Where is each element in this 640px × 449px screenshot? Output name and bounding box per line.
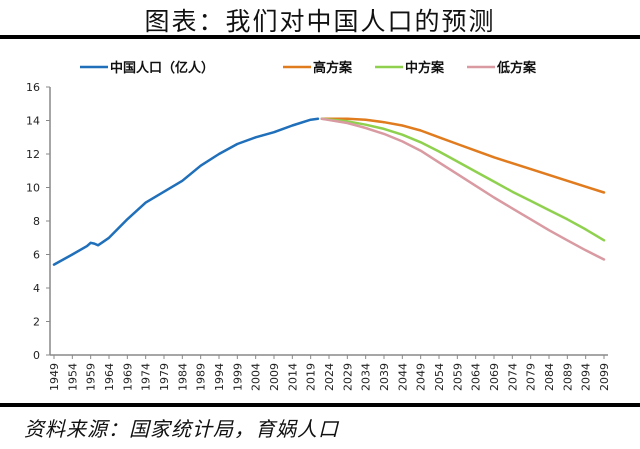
x-tick-label: 2074 [506,363,519,391]
x-tick-label: 1994 [213,363,226,391]
x-tick-label: 2014 [286,363,299,391]
x-tick-label: 2094 [580,363,593,391]
x-tick-label: 1949 [48,363,61,391]
x-tick-label: 2039 [378,363,391,391]
y-tick-label: 8 [33,215,40,228]
series-line-0 [52,117,320,266]
x-tick-label: 2024 [323,363,336,391]
y-tick-label: 16 [26,81,40,94]
y-tick-label: 14 [26,115,40,128]
x-tick-label: 2054 [433,363,446,391]
y-tick-label: 0 [33,349,40,362]
x-tick-label: 2059 [451,363,464,391]
x-tick-label: 1984 [176,363,189,391]
title-divider [0,35,640,39]
source-note: 资料来源：国家统计局，育娲人口 [24,417,339,441]
source-divider [0,403,640,407]
x-tick-label: 1959 [85,363,98,391]
legend-label-3: 低方案 [496,60,537,76]
x-tick-label: 1999 [231,363,244,391]
x-tick-label: 1969 [121,363,134,391]
x-tick-label: 2019 [305,363,318,391]
series-line-1 [320,117,606,194]
x-tick-label: 1979 [158,363,171,391]
x-tick-label: 2044 [396,363,409,391]
x-tick-label: 2009 [268,363,281,391]
x-tick-label: 2079 [525,363,538,391]
x-tick-label: 1989 [195,363,208,391]
y-tick-label: 2 [33,316,40,329]
x-tick-label: 2049 [415,363,428,391]
x-tick-label: 2034 [360,363,373,391]
series-line-2 [320,117,606,242]
chart-title: 图表：我们对中国人口的预测 [144,7,496,36]
x-tick-label: 2004 [250,363,263,391]
legend-label-2: 中方案 [405,60,445,76]
x-tick-label: 1974 [140,363,153,391]
series-line-3 [320,117,606,261]
x-tick-label: 2029 [341,363,354,391]
y-tick-label: 10 [26,182,40,195]
x-tick-label: 1964 [103,363,116,391]
y-tick-label: 4 [33,282,40,295]
y-tick-label: 12 [26,148,40,161]
legend-label-1: 高方案 [313,60,353,76]
x-tick-label: 2084 [543,363,556,391]
x-tick-label: 2099 [598,363,611,391]
x-tick-label: 2064 [470,363,483,391]
x-tick-label: 2069 [488,363,501,391]
y-tick-label: 6 [33,249,40,262]
legend-label-0: 中国人口（亿人） [110,60,214,76]
x-tick-label: 2089 [561,363,574,391]
x-tick-label: 1954 [66,363,79,391]
